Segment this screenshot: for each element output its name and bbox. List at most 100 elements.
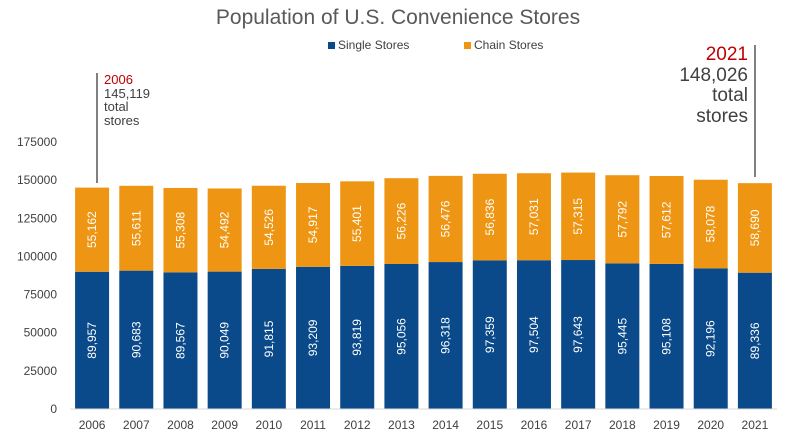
data-label-chain: 55,611 [129,210,143,246]
data-label-chain: 57,792 [615,201,629,238]
data-label-single: 97,359 [483,316,497,353]
data-label-chain: 54,492 [218,211,232,248]
x-axis: 2006 2007 2008 2009 2010 2011 2012 2013 2014 2015… [70,408,777,432]
bar-single-stores [384,263,419,409]
annotation-2006-line1: total [104,99,129,115]
data-label-single: 97,643 [571,316,585,353]
bars: 89,957 55,162 90,683 55,611 89,567 55,308 90,0… [75,172,772,409]
x-tick-label: 2013 [388,418,415,432]
data-label-chain: 54,526 [262,209,276,246]
legend-swatch-single [328,42,335,49]
bar-chain-stores [119,185,154,271]
annotation-2006-year: 2006 [104,72,133,87]
annotation-2021-line2: stores [696,105,748,127]
bar-single-stores [428,262,463,409]
bar-chain-stores [75,187,110,272]
bar-single-stores [561,260,596,409]
x-tick-label: 2011 [300,418,326,432]
bar-single-stores [693,268,728,409]
bar-chain-stores [516,173,551,261]
y-tick-label: 0 [50,402,57,416]
bar-chain-stores [737,183,772,273]
x-tick-label: 2010 [255,418,282,432]
x-tick-label: 2021 [742,418,769,432]
data-label-chain: 55,308 [173,211,187,248]
bar-chain-stores [561,172,596,261]
x-tick-label: 2008 [167,418,194,432]
bar-chain-stores [207,188,242,272]
annotation-2006-value: 145,119 [104,85,151,101]
bar-chain-stores [296,183,331,267]
data-label-chain: 57,315 [571,198,585,235]
x-tick-label: 2018 [609,418,636,432]
bar-chain-stores [605,175,640,264]
legend-label-chain: Chain Stores [474,38,543,52]
y-tick-label: 50000 [24,326,58,340]
data-label-single: 95,056 [394,318,408,355]
data-label-single: 89,336 [748,322,762,359]
data-label-chain: 56,476 [439,200,453,237]
data-label-chain: 58,690 [748,209,762,246]
x-tick-label: 2006 [79,418,106,432]
x-tick-label: 2007 [123,418,150,432]
data-label-single: 93,209 [306,319,320,356]
y-tick-label: 75000 [24,288,58,302]
bar-single-stores [163,272,198,409]
bar-single-stores [75,271,110,409]
data-label-chain: 56,226 [394,202,408,239]
x-tick-label: 2020 [697,418,724,432]
y-axis: 0 25000 50000 75000 100000 125000 150000 175000 [17,135,57,416]
annotation-2021-year: 2021 [705,44,748,65]
data-label-single: 95,445 [615,318,629,355]
annotation-2006: 2006 145,119 total stores [104,73,150,128]
x-tick-label: 2016 [521,418,548,432]
bar-chain-stores [163,187,198,273]
bar-single-stores [207,271,242,409]
data-label-single: 89,957 [85,322,99,359]
bar-chain-stores [384,178,419,264]
y-tick-label: 175000 [17,135,57,149]
data-label-single: 90,049 [218,322,232,359]
data-label-chain: 54,917 [306,206,320,243]
data-label-chain: 57,031 [527,198,541,235]
x-tick-label: 2014 [432,418,459,432]
x-tick-label: 2009 [211,418,238,432]
legend-swatch-chain [464,42,471,49]
bar-single-stores [340,265,375,409]
data-label-chain: 55,162 [85,211,99,248]
data-label-single: 95,108 [660,318,674,355]
data-label-single: 90,683 [129,321,143,358]
bar-single-stores [119,270,154,409]
annotation-2021: 2021 148,026 total stores [679,44,748,127]
data-label-single: 96,318 [439,317,453,354]
y-tick-label: 125000 [17,211,57,225]
data-label-single: 89,567 [173,322,187,359]
annotation-2006-line2: stores [104,112,140,128]
bar-chain-stores [472,173,507,261]
bar-chain-stores [428,175,463,263]
data-label-single: 91,815 [262,320,276,357]
y-tick-label: 150000 [17,173,57,187]
bar-single-stores [251,268,286,409]
bar-single-stores [605,263,640,409]
data-label-chain: 57,612 [660,201,674,238]
bar-single-stores [296,266,331,409]
data-label-chain: 56,836 [483,198,497,235]
bar-chain-stores [251,185,286,269]
data-label-single: 97,504 [527,316,541,353]
annotation-2021-line1: total [712,85,748,107]
bar-chain-stores [649,175,684,264]
data-label-chain: 58,078 [704,205,718,242]
bar-chain-stores [340,181,375,266]
x-tick-label: 2012 [344,418,371,432]
bar-chain-stores [693,179,728,269]
data-label-chain: 55,401 [350,205,364,242]
y-tick-label: 100000 [17,249,57,263]
bar-single-stores [472,260,507,409]
legend-label-single: Single Stores [338,38,409,52]
x-tick-label: 2017 [565,418,592,432]
x-tick-label: 2015 [476,418,503,432]
data-label-single: 93,819 [350,319,364,356]
chart-title: Population of U.S. Convenience Stores [216,6,580,29]
